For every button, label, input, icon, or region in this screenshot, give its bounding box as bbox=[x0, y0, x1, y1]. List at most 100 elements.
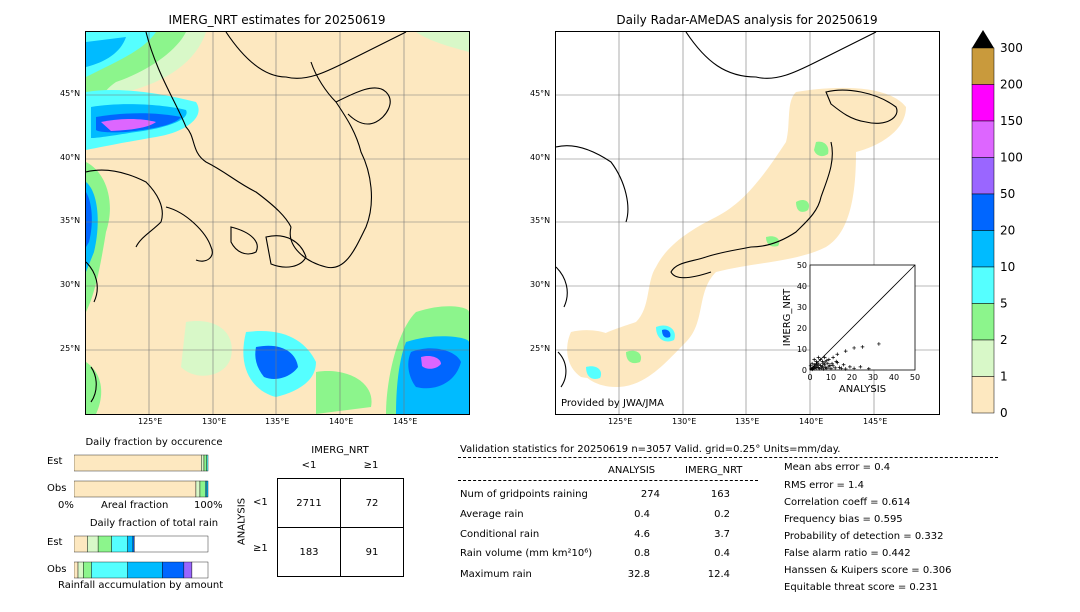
frac-occ-x0: 0% bbox=[58, 500, 74, 511]
scatter-point bbox=[810, 367, 815, 372]
scatter-point bbox=[814, 359, 819, 364]
stats-col-imerg: IMERG_NRT bbox=[685, 465, 743, 476]
scatter-point bbox=[843, 367, 848, 371]
scatter-point bbox=[822, 355, 827, 360]
stats-row-label: Maximum rain bbox=[460, 569, 532, 580]
contingency-col-ge: ≥1 bbox=[363, 460, 379, 471]
fraction-bar-segment bbox=[127, 535, 134, 553]
scatter-point bbox=[834, 359, 839, 364]
scatter-point bbox=[812, 357, 816, 362]
scatter-point bbox=[818, 357, 823, 362]
contingency-col-lt: <1 bbox=[301, 460, 317, 471]
scatter-xtick: 40 bbox=[889, 373, 899, 382]
stats-row-label: Conditional rain bbox=[460, 529, 540, 540]
left-lat-label: 40°N bbox=[60, 153, 81, 162]
scatter-point bbox=[843, 349, 848, 353]
fraction-bar-segment bbox=[201, 454, 205, 472]
colorbar-label: 1 bbox=[1000, 370, 1008, 384]
fraction-bar-segment bbox=[199, 480, 206, 498]
fraction-bar-segment bbox=[162, 561, 185, 579]
stats-row-analysis: 32.8 bbox=[627, 569, 650, 580]
stat-pod: Probability of detection = 0.332 bbox=[784, 531, 944, 542]
scatter-point bbox=[852, 346, 856, 350]
scatter-point bbox=[814, 361, 819, 366]
right-lat-label: 30°N bbox=[530, 280, 551, 289]
frac-rain-chart bbox=[74, 535, 209, 579]
right-lat-label: 35°N bbox=[530, 216, 551, 225]
left-map-title: IMERG_NRT estimates for 20250619 bbox=[168, 13, 386, 27]
scatter-point bbox=[841, 362, 846, 367]
scatter-point bbox=[835, 352, 840, 357]
colorbar-segment bbox=[971, 230, 995, 268]
frac-occ-title: Daily fraction by occurence bbox=[85, 437, 223, 448]
scatter-point bbox=[830, 361, 834, 366]
contingency-cell-a: 2711 bbox=[277, 478, 341, 528]
scatter-point bbox=[831, 355, 835, 360]
scatter-point bbox=[823, 360, 827, 364]
stat-ets: Equitable threat score = 0.231 bbox=[784, 582, 939, 593]
scatter-ylabel: IMERG_NRT bbox=[782, 288, 793, 346]
scatter-ytick: 20 bbox=[797, 324, 807, 333]
scatter-xtick: 50 bbox=[910, 373, 920, 382]
scatter-point bbox=[829, 366, 833, 371]
colorbar-segment bbox=[971, 84, 995, 122]
scatter-point bbox=[833, 366, 837, 370]
contingency-row-lt: <1 bbox=[253, 497, 268, 508]
stats-row-analysis: 0.4 bbox=[634, 509, 650, 520]
scatter-diagonal bbox=[809, 264, 916, 371]
frac-rain-obs-label: Obs bbox=[47, 564, 67, 575]
left-lat-label: 35°N bbox=[60, 216, 81, 225]
colorbar-label: 5 bbox=[1000, 297, 1008, 311]
right-lon-label: 140°E bbox=[799, 417, 824, 426]
scatter-inset: 00 10 10 20 20 30 30 40 40 50 50 ANALYSIS IMERG_NRT bbox=[782, 262, 920, 395]
scatter-point bbox=[821, 361, 825, 366]
left-map bbox=[85, 31, 470, 415]
colorbar-segment bbox=[971, 303, 995, 341]
scatter-point bbox=[825, 366, 829, 371]
left-lon-label: 130°E bbox=[202, 417, 227, 426]
stats-row-imerg: 3.7 bbox=[714, 529, 730, 540]
left-lat-label: 30°N bbox=[60, 280, 81, 289]
right-lon-label: 130°E bbox=[672, 417, 697, 426]
scatter-point bbox=[817, 362, 821, 366]
stat-rmse: RMS error = 1.4 bbox=[784, 480, 864, 491]
scatter-xtick: 10 bbox=[826, 373, 836, 382]
scatter-ytick: 30 bbox=[797, 303, 807, 312]
right-map-title: Daily Radar-AMeDAS analysis for 20250619 bbox=[616, 13, 878, 27]
stat-far: False alarm ratio = 0.442 bbox=[784, 548, 911, 559]
fraction-bar-segment bbox=[111, 535, 128, 553]
scatter-point bbox=[820, 359, 825, 364]
frac-occ-est-label: Est bbox=[47, 456, 63, 467]
scatter-point bbox=[826, 361, 830, 366]
colorbar-label: 50 bbox=[1000, 187, 1015, 201]
stats-row-imerg: 163 bbox=[710, 489, 730, 500]
fraction-bar-segment bbox=[183, 561, 193, 579]
stats-row-imerg: 0.4 bbox=[714, 548, 730, 559]
stats-col-analysis: ANALYSIS bbox=[608, 465, 656, 476]
scatter-point bbox=[810, 361, 814, 366]
scatter-xlabel: ANALYSIS bbox=[839, 384, 886, 395]
fraction-bar-segment bbox=[206, 480, 209, 498]
scatter-ytick: 50 bbox=[797, 262, 807, 270]
fraction-bar-segment bbox=[74, 454, 202, 472]
stats-row-analysis: 274 bbox=[640, 489, 660, 500]
scatter-point bbox=[877, 342, 881, 346]
scatter-xtick: 20 bbox=[847, 373, 857, 382]
scatter-point bbox=[817, 366, 822, 371]
contingency-table: 2711 72 183 91 bbox=[277, 478, 404, 577]
colorbar-segment bbox=[971, 120, 995, 158]
contingency-row-ge: ≥1 bbox=[253, 543, 268, 554]
scatter-point bbox=[848, 365, 852, 369]
scatter-xtick: 0 bbox=[807, 373, 812, 382]
colorbar-segment bbox=[971, 266, 995, 304]
right-lat-label: 25°N bbox=[530, 344, 551, 353]
scatter-point bbox=[852, 366, 856, 371]
fraction-bar-segment bbox=[83, 561, 92, 579]
fraction-bar-segment bbox=[87, 535, 99, 553]
frac-rain-est-label: Est bbox=[47, 537, 63, 548]
stats-row-imerg: 0.2 bbox=[714, 509, 730, 520]
right-lat-label: 45°N bbox=[530, 89, 551, 98]
scatter-ytick: 10 bbox=[797, 345, 807, 354]
fraction-bar-segment bbox=[91, 561, 128, 579]
colorbar-segment bbox=[971, 157, 995, 195]
